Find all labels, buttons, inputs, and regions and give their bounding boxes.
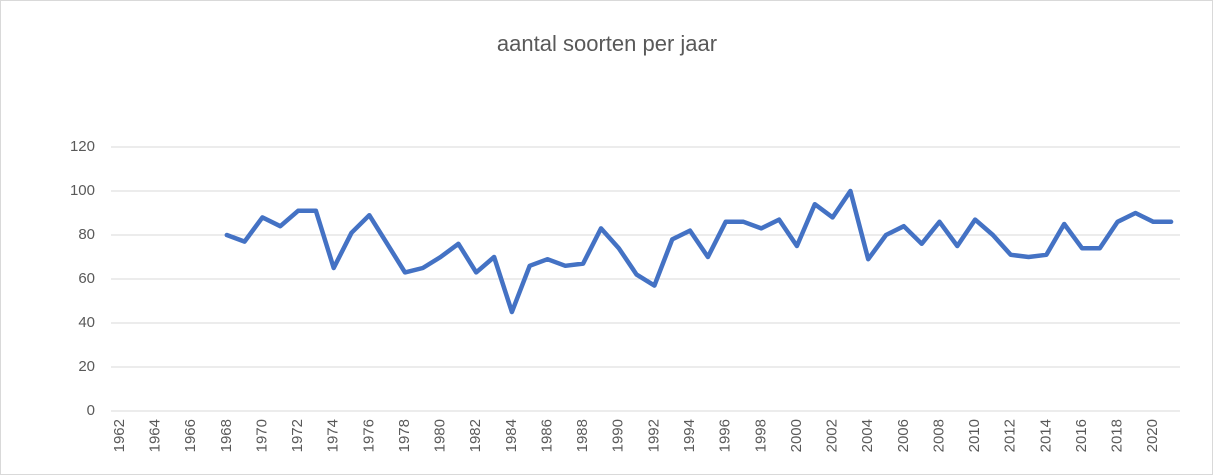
x-tick-label: 2018 xyxy=(1109,419,1126,452)
x-tick-label: 1964 xyxy=(147,419,164,452)
x-tick-label: 1994 xyxy=(681,419,698,452)
chart-title: aantal soorten per jaar xyxy=(497,31,717,56)
line-series xyxy=(224,188,1174,315)
x-tick-label: 1972 xyxy=(289,419,306,452)
x-tick-label: 1970 xyxy=(253,419,270,452)
x-tick-label: 2002 xyxy=(824,419,841,452)
x-tick-label: 2000 xyxy=(788,419,805,452)
x-tick-label: 2004 xyxy=(859,419,876,452)
x-tick-label: 1998 xyxy=(752,419,769,452)
x-tick-label: 1990 xyxy=(610,419,627,452)
x-tick-label: 1976 xyxy=(360,419,377,452)
y-tick-label: 80 xyxy=(78,226,95,243)
y-tick-label: 60 xyxy=(78,270,95,287)
x-tick-label: 2010 xyxy=(966,419,983,452)
x-tick-label: 1986 xyxy=(538,419,555,452)
x-tick-label: 1992 xyxy=(645,419,662,452)
y-tick-label: 40 xyxy=(78,314,95,331)
x-tick-label: 2020 xyxy=(1144,419,1161,452)
x-tick-label: 2014 xyxy=(1037,419,1054,452)
x-tick-label: 2006 xyxy=(895,419,912,452)
y-tick-label: 20 xyxy=(78,358,95,375)
x-tick-label: 1984 xyxy=(503,419,520,452)
y-tick-label: 0 xyxy=(87,402,95,419)
x-tick-label: 1978 xyxy=(396,419,413,452)
x-tick-label: 1980 xyxy=(432,419,449,452)
x-tick-label: 2012 xyxy=(1002,419,1019,452)
x-tick-label: 1962 xyxy=(111,419,128,452)
y-tick-label: 120 xyxy=(70,138,95,155)
x-tick-label: 1968 xyxy=(218,419,235,452)
x-tick-label: 1966 xyxy=(182,419,199,452)
y-tick-label: 100 xyxy=(70,182,95,199)
x-tick-label: 1996 xyxy=(717,419,734,452)
x-tick-label: 2016 xyxy=(1073,419,1090,452)
x-tick-label: 1974 xyxy=(325,419,342,452)
x-tick-label: 1988 xyxy=(574,419,591,452)
x-tick-label: 1982 xyxy=(467,419,484,452)
x-tick-label: 2008 xyxy=(930,419,947,452)
